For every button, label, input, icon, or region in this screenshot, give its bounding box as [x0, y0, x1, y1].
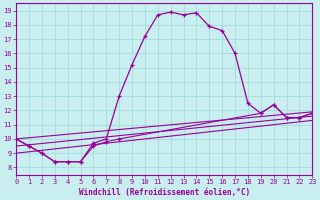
X-axis label: Windchill (Refroidissement éolien,°C): Windchill (Refroidissement éolien,°C) [79, 188, 250, 197]
